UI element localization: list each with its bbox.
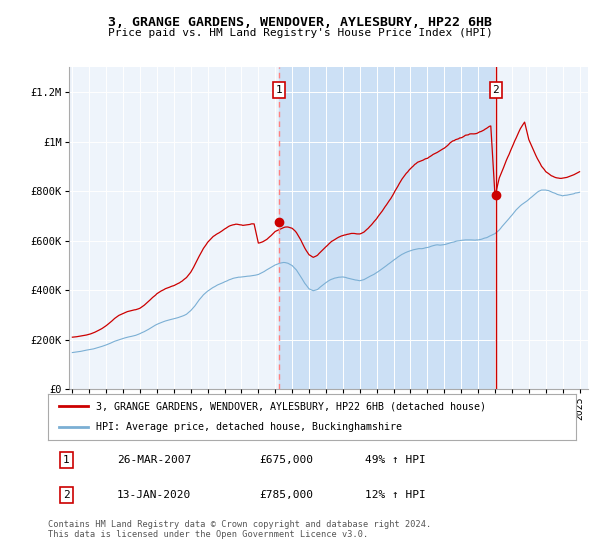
Text: 26-MAR-2007: 26-MAR-2007 xyxy=(116,455,191,465)
Text: 2: 2 xyxy=(63,490,70,500)
Text: 3, GRANGE GARDENS, WENDOVER, AYLESBURY, HP22 6HB: 3, GRANGE GARDENS, WENDOVER, AYLESBURY, … xyxy=(108,16,492,29)
Text: Contains HM Land Registry data © Crown copyright and database right 2024.
This d: Contains HM Land Registry data © Crown c… xyxy=(48,520,431,539)
Text: 2: 2 xyxy=(493,85,499,95)
Text: 12% ↑ HPI: 12% ↑ HPI xyxy=(365,490,425,500)
Text: HPI: Average price, detached house, Buckinghamshire: HPI: Average price, detached house, Buck… xyxy=(95,422,401,432)
Text: 1: 1 xyxy=(63,455,70,465)
Text: 13-JAN-2020: 13-JAN-2020 xyxy=(116,490,191,500)
Text: 3, GRANGE GARDENS, WENDOVER, AYLESBURY, HP22 6HB (detached house): 3, GRANGE GARDENS, WENDOVER, AYLESBURY, … xyxy=(95,401,485,411)
Text: £675,000: £675,000 xyxy=(259,455,313,465)
Bar xyxy=(279,67,496,389)
Text: 1: 1 xyxy=(276,85,283,95)
Text: 49% ↑ HPI: 49% ↑ HPI xyxy=(365,455,425,465)
Text: Price paid vs. HM Land Registry's House Price Index (HPI): Price paid vs. HM Land Registry's House … xyxy=(107,28,493,38)
Text: £785,000: £785,000 xyxy=(259,490,313,500)
